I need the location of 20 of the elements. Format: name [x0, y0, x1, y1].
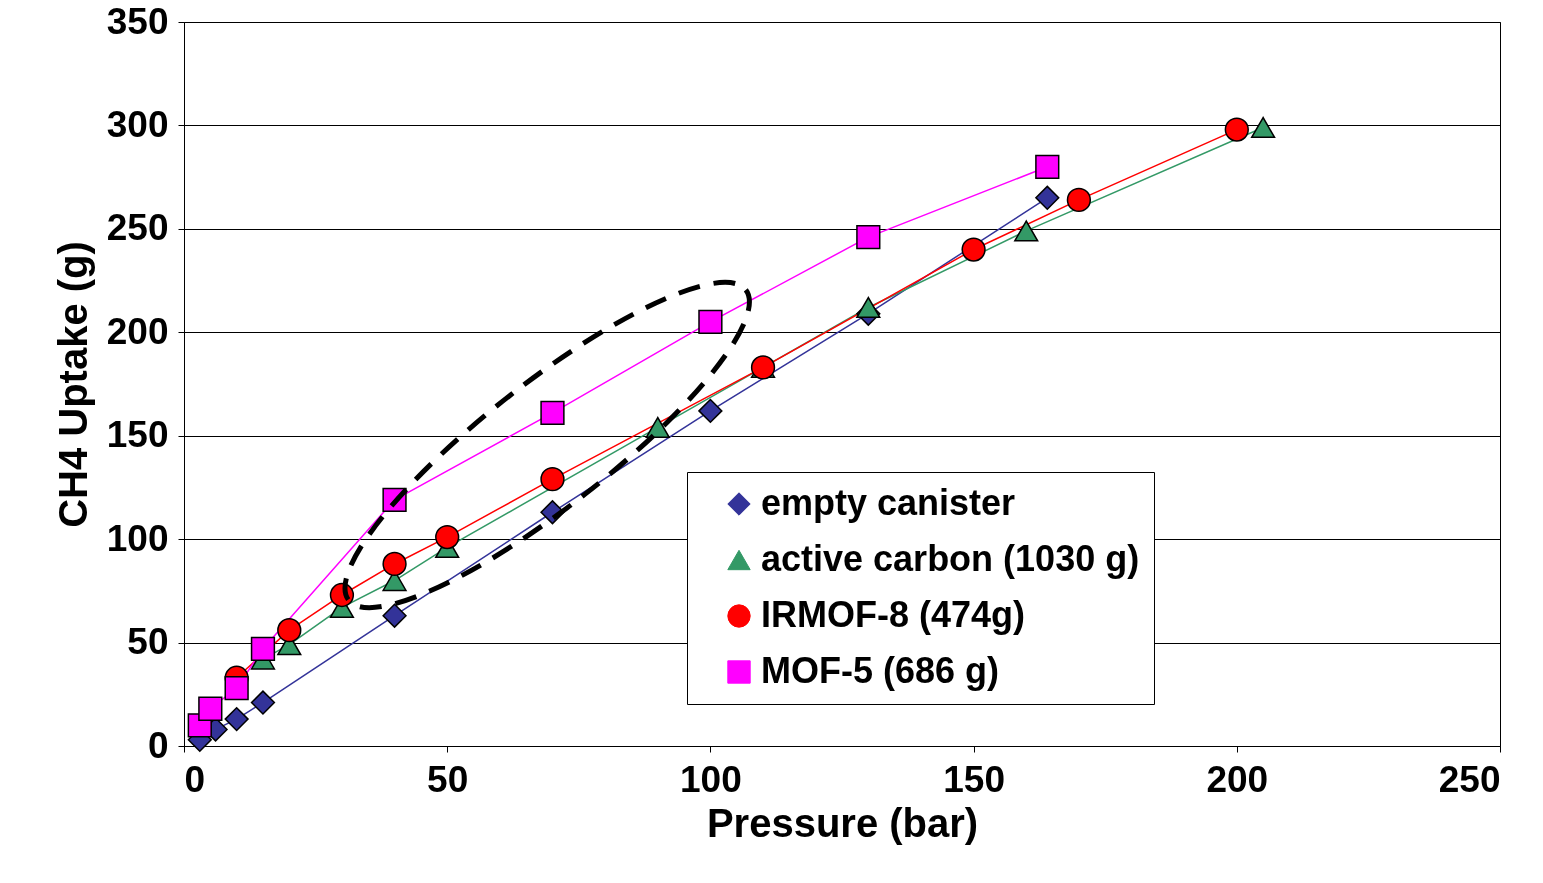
legend-label: active carbon (1030 g) — [761, 538, 1140, 579]
y-tick-label: 0 — [147, 724, 169, 766]
y-tick-label: 250 — [106, 207, 169, 249]
x-tick-label: 100 — [680, 758, 742, 800]
x-tick-label: 250 — [1438, 758, 1501, 800]
x-tick-label: 0 — [184, 758, 206, 800]
x-tick-label: 200 — [1206, 758, 1269, 800]
legend-label: IRMOF-8 (474g) — [761, 594, 1026, 635]
x-tick-label: 150 — [943, 758, 1005, 800]
x-axis-title: Pressure (bar) — [706, 800, 979, 845]
y-tick-label: 100 — [106, 517, 169, 559]
legend-label: MOF-5 (686 g) — [761, 650, 1000, 691]
y-axis-title: CH4 Uptake (g) — [50, 241, 95, 528]
y-tick-label: 300 — [106, 103, 169, 145]
y-tick-label: 350 — [106, 0, 169, 42]
y-tick-label: 200 — [106, 310, 169, 352]
y-tick-label: 150 — [106, 414, 169, 456]
y-tick-label: 50 — [127, 621, 169, 663]
x-tick-label: 50 — [427, 758, 469, 800]
legend-label: empty canister — [761, 482, 1016, 523]
